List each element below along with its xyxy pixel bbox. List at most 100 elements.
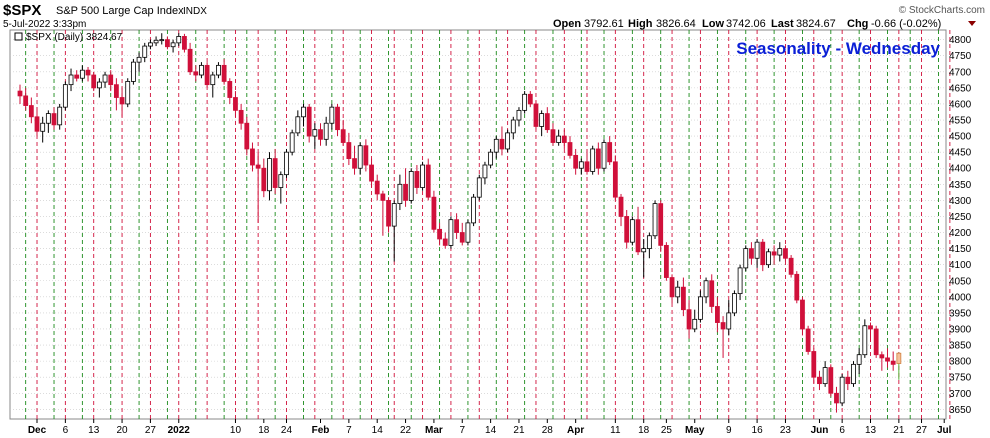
candle-body xyxy=(675,286,681,298)
candle-body xyxy=(28,105,34,118)
legend-swatch xyxy=(14,32,23,41)
candle-body xyxy=(868,325,873,330)
price-tick-label: 4550 xyxy=(949,116,972,127)
candle-body xyxy=(561,135,567,143)
candle-body xyxy=(278,174,284,188)
candle-body xyxy=(221,64,227,82)
price-tick-label: 4600 xyxy=(949,99,972,110)
candle-body xyxy=(289,132,295,153)
candle-body xyxy=(454,219,459,233)
date-tick-label: Jun xyxy=(811,425,829,436)
price-tick-label: 4300 xyxy=(949,196,972,207)
candle-body xyxy=(533,103,539,127)
candle-body xyxy=(703,280,709,298)
price-tick-label: 4500 xyxy=(949,132,972,143)
candle-body xyxy=(57,106,63,126)
candle-body xyxy=(74,74,80,79)
candle-body xyxy=(499,138,505,150)
candle-body xyxy=(578,161,584,169)
candle-body xyxy=(550,129,556,143)
candle-body xyxy=(62,84,68,108)
candle-body xyxy=(68,74,74,86)
chart-exchange: INDX xyxy=(183,6,207,17)
candle-body xyxy=(629,219,635,243)
candle-body xyxy=(544,113,550,131)
candle-body xyxy=(267,158,272,192)
candle-body xyxy=(380,193,386,201)
price-tick-label: 3900 xyxy=(949,324,972,335)
candle-body xyxy=(834,392,839,404)
candle-body xyxy=(539,113,545,127)
candle-body xyxy=(845,376,851,385)
candle-body xyxy=(250,148,255,166)
candle-body xyxy=(408,171,414,201)
candle-body xyxy=(817,376,822,385)
candle-body xyxy=(340,129,346,143)
candle-body xyxy=(720,322,726,330)
candle-body xyxy=(306,106,312,137)
candle-body xyxy=(471,196,477,224)
candle-body xyxy=(272,158,278,188)
candle-body xyxy=(391,203,397,227)
price-tick-label: 4750 xyxy=(949,51,972,62)
candle-body xyxy=(437,228,442,240)
candle-body xyxy=(323,122,329,140)
date-tick-label: 7 xyxy=(346,425,352,436)
low-label: Low xyxy=(702,18,724,30)
candle-body xyxy=(476,177,482,198)
candle-body xyxy=(822,367,828,385)
ohlc-readout: Open 3792.61 High 3826.64 Low 3742.06 La… xyxy=(553,18,976,30)
open-label: Open xyxy=(553,18,581,30)
candle-body xyxy=(680,286,686,311)
price-tick-label: 4050 xyxy=(949,276,972,287)
date-tick-label: 20 xyxy=(116,425,128,436)
high-label: High xyxy=(628,18,653,30)
date-tick-label: 11 xyxy=(610,425,621,436)
candle-body xyxy=(635,219,641,253)
candle-body xyxy=(839,376,845,404)
candle-body xyxy=(800,299,805,330)
candle-body xyxy=(612,161,618,198)
date-tick-label: 25 xyxy=(661,425,673,436)
candle-body xyxy=(403,183,408,201)
candle-body xyxy=(584,161,590,172)
candle-body xyxy=(431,196,437,230)
candle-body xyxy=(698,296,703,320)
date-tick-label: Jul xyxy=(937,425,952,436)
candle-body xyxy=(624,216,630,243)
chg-value: -0.66 (-0.02%) xyxy=(871,18,941,30)
candle-body xyxy=(760,241,766,266)
date-tick-label: 28 xyxy=(542,425,554,436)
candle-body xyxy=(244,122,250,150)
candle-body xyxy=(493,138,499,153)
date-tick-label: Mar xyxy=(425,425,443,436)
price-tick-label: 3800 xyxy=(949,357,972,368)
candle-body xyxy=(749,248,754,259)
candle-body xyxy=(516,109,522,121)
date-tick-label: 2022 xyxy=(168,425,191,436)
candle-body xyxy=(856,354,862,365)
candle-body xyxy=(130,61,136,82)
candle-body xyxy=(709,280,715,307)
candle-body xyxy=(459,232,465,243)
candle-body xyxy=(862,325,868,356)
date-tick-label: Apr xyxy=(567,425,584,436)
candle-body xyxy=(335,106,340,131)
candle-body xyxy=(465,222,471,243)
down-arrow-icon xyxy=(968,21,976,26)
candle-body xyxy=(828,367,834,394)
candle-body xyxy=(295,116,301,134)
candle-body xyxy=(108,74,114,86)
price-tick-label: 3750 xyxy=(949,373,972,384)
candle-body xyxy=(113,84,119,98)
candle-body xyxy=(601,142,607,169)
candle-body xyxy=(125,81,131,105)
price-tick-label: 4650 xyxy=(949,83,972,94)
candle-body xyxy=(425,164,431,198)
candlesticks xyxy=(17,33,902,413)
chart-watermark: © StockCharts.com xyxy=(899,5,985,16)
candle-body xyxy=(40,122,46,132)
candle-body xyxy=(369,164,374,182)
date-tick-label: 24 xyxy=(281,425,293,436)
